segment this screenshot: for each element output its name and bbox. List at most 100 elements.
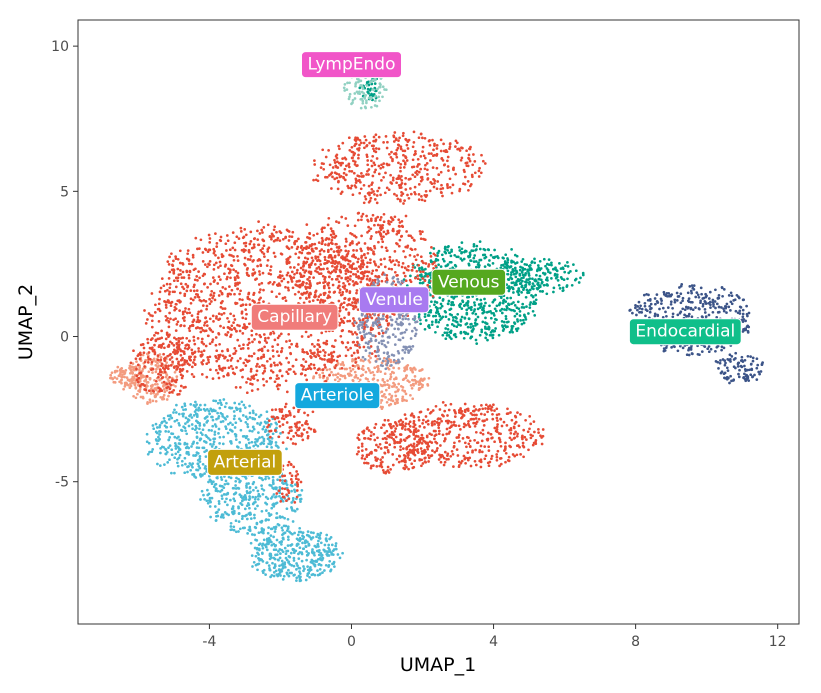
data-point-capillary-943 (301, 268, 305, 272)
data-point-venous-685 (493, 307, 497, 311)
data-point-venous-623 (493, 248, 496, 252)
data-point-capillary-287 (211, 338, 215, 341)
data-point-capillary-1409 (217, 357, 220, 361)
data-point-venous-688 (518, 310, 522, 313)
data-point-arterial-558 (281, 578, 285, 581)
data-point-arteriole-252 (358, 378, 362, 382)
data-point-arteriole-516 (162, 387, 166, 391)
data-point-arteriole-546 (175, 375, 179, 378)
data-point-capillary-373 (167, 277, 171, 280)
data-point-endocardial-103 (703, 311, 707, 314)
data-point-arterial-1174 (297, 493, 301, 497)
data-point-arterial-258 (184, 462, 187, 466)
data-point-endocardial-295 (654, 302, 657, 306)
data-point-arterial-298 (211, 415, 214, 419)
data-point-arteriole-197 (373, 366, 377, 370)
data-point-capillary-881 (217, 353, 220, 357)
data-point-capillary-878 (266, 247, 270, 251)
data-point-arterial-415 (199, 408, 203, 412)
data-point-venous-137 (466, 325, 470, 329)
data-point-arterial-12 (146, 452, 150, 456)
data-point-arterial-670 (281, 550, 285, 554)
data-point-venous-422 (438, 318, 442, 322)
data-point-venous-882 (546, 284, 549, 287)
data-point-arterial-587 (324, 537, 328, 540)
data-point-venous-366 (473, 254, 477, 257)
data-point-arterial-1203 (299, 500, 302, 503)
data-point-capillary-897 (167, 325, 171, 329)
data-point-capillary-132 (231, 367, 235, 371)
data-point-endocardial-392 (653, 314, 657, 318)
data-point-arterial-162 (165, 450, 169, 454)
data-point-arterial-314 (247, 441, 251, 445)
data-point-arterial-567 (279, 552, 282, 555)
data-point-capillary-1244 (278, 369, 282, 372)
data-point-capillary-1521 (423, 279, 427, 283)
data-point-capillary-830 (183, 310, 187, 313)
data-point-capillary-1112 (302, 357, 305, 361)
data-point-arterial-1241 (248, 513, 252, 516)
data-point-capillary-496 (316, 348, 319, 351)
data-point-venous-610 (450, 323, 454, 326)
data-point-capillary-1002 (261, 239, 265, 242)
data-point-venous-559 (440, 253, 444, 257)
data-point-capillary-916 (179, 323, 183, 327)
data-point-capillary-1513 (344, 249, 348, 253)
data-point-endocardial-525 (729, 360, 732, 363)
data-point-arterial-1123 (218, 484, 222, 488)
data-point-capillary-558 (313, 345, 316, 348)
data-point-capillary-1476 (348, 278, 352, 281)
data-point-venous-352 (473, 308, 477, 311)
data-point-capillary-747 (294, 344, 298, 348)
data-point-arteriole-441 (124, 369, 128, 372)
data-point-arterial-309 (207, 480, 210, 484)
data-point-capillary-426 (366, 274, 369, 278)
data-point-arteriole-517 (149, 392, 153, 395)
data-point-capillary-998 (201, 251, 205, 254)
data-point-venous-880 (524, 280, 527, 284)
data-point-arterial-462 (198, 427, 201, 431)
data-point-endocardial-146 (741, 330, 745, 333)
data-point-endocardial-396 (681, 307, 685, 311)
data-point-endocardial-36 (707, 345, 711, 348)
data-point-arteriole-442 (118, 373, 122, 376)
data-point-capillary-703 (227, 366, 231, 370)
data-point-arterial-798 (296, 538, 300, 542)
data-point-capillary-750 (294, 358, 298, 362)
data-point-capillary-1094 (220, 313, 224, 316)
data-point-capillary-676 (331, 283, 335, 287)
data-point-arterial-534 (266, 421, 269, 424)
data-point-capillary-499 (186, 285, 189, 289)
data-point-capillary-1307 (269, 332, 272, 336)
data-point-arterial-1205 (248, 495, 251, 498)
data-point-capillary-1151 (154, 303, 157, 307)
data-point-capillary-1160 (234, 270, 238, 273)
data-point-endocardial-522 (729, 374, 732, 378)
data-point-arteriole-144 (367, 359, 371, 362)
data-point-arteriole-423 (120, 375, 123, 379)
data-point-venous-734 (563, 270, 567, 274)
data-point-capillary-521 (195, 289, 199, 292)
data-point-capillary-1356 (226, 316, 229, 320)
data-point-venous-630 (444, 315, 448, 319)
data-point-venous-472 (481, 320, 485, 324)
data-point-arteriole-332 (414, 368, 417, 371)
data-point-arteriole-267 (395, 385, 398, 389)
data-point-arterial-69 (251, 409, 255, 413)
data-point-arterial-473 (217, 432, 220, 435)
data-point-arteriole-285 (392, 385, 396, 388)
data-point-arterial-1053 (267, 526, 270, 529)
data-point-capillary-1011 (324, 366, 327, 369)
data-point-capillary-401 (297, 237, 300, 241)
data-point-capillary-855 (224, 242, 228, 246)
data-point-arterial-880 (281, 528, 284, 532)
data-point-arterial-611 (280, 559, 284, 563)
data-point-arterial-414 (274, 441, 278, 444)
data-point-venous-634 (522, 321, 526, 325)
data-point-arteriole-161 (356, 376, 360, 380)
data-point-capillary-1097 (236, 338, 240, 342)
data-point-capillary-1366 (262, 355, 266, 359)
data-point-venous-840 (555, 269, 559, 273)
data-point-arterial-1120 (223, 511, 227, 514)
data-point-arterial-995 (233, 499, 237, 503)
